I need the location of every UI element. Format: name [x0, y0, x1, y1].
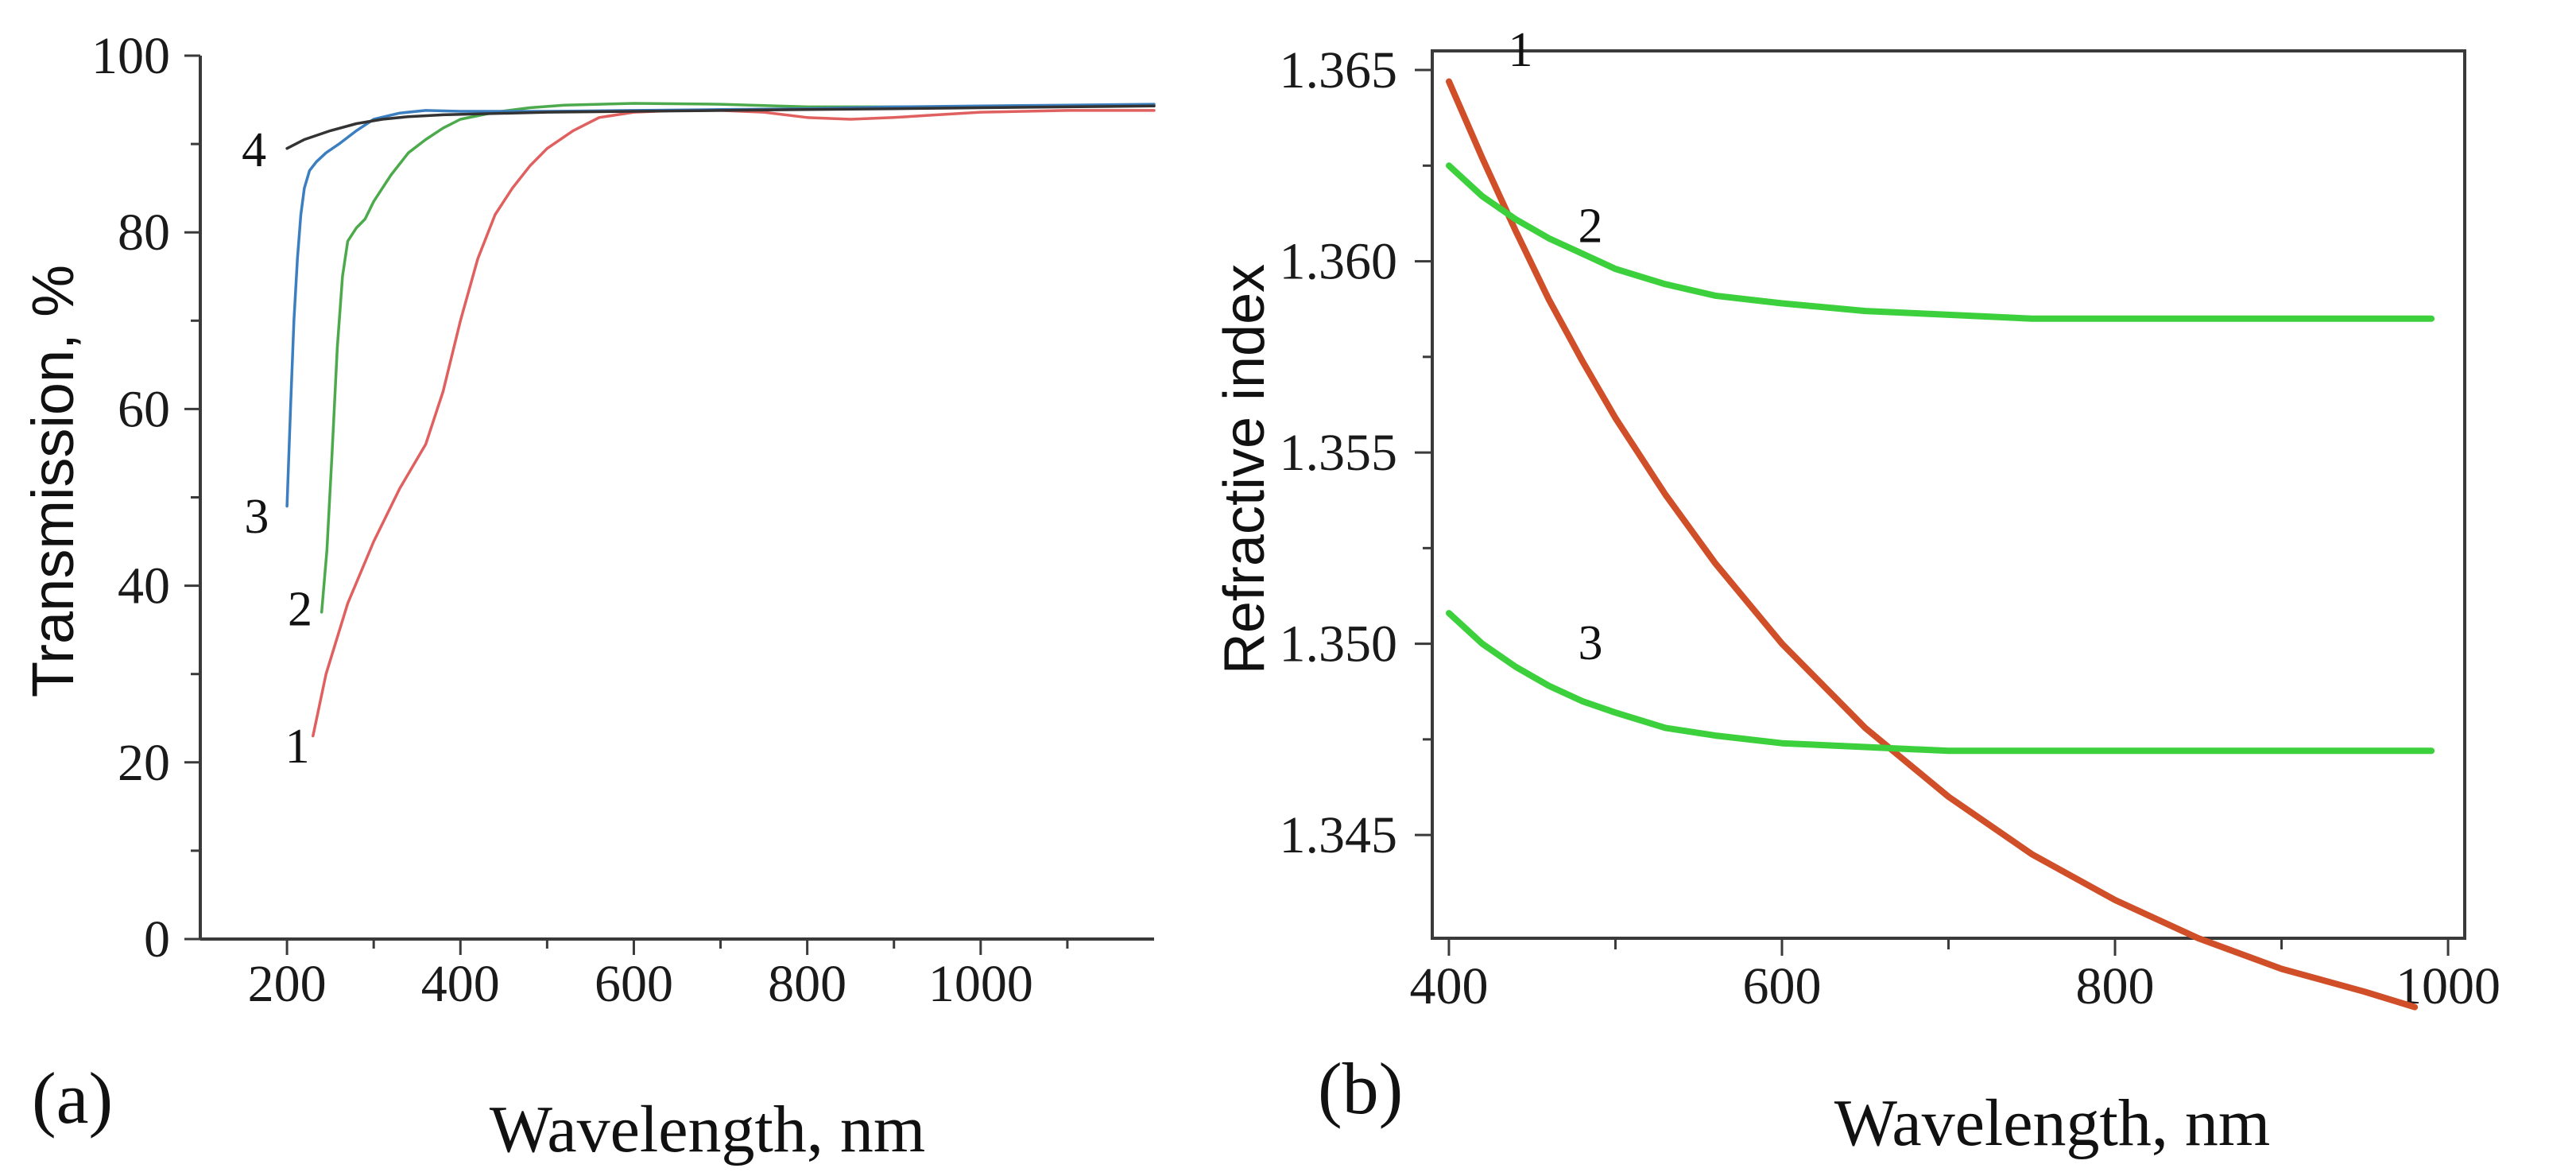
panel-a-x-tick-label: 1000: [928, 955, 1033, 1013]
panel-a-axes: 200 400 600 800 1000 0 20 40 60 80 100: [91, 27, 1154, 1013]
panel-b-curve-labels: 1 2 3: [1509, 23, 1603, 670]
panel-a-x-tick-label: 400: [421, 955, 500, 1013]
panel-a-curve-label-3: 3: [244, 490, 269, 544]
panel-a-y-tick-label: 60: [118, 380, 170, 438]
panel-a-series: [285, 102, 1156, 738]
panel-a-series-4: [285, 104, 1156, 150]
panel-a-series-3: [285, 103, 1156, 508]
panel-b-x-tick-label: 600: [1742, 957, 1821, 1015]
panel-a-y-tick-label: 40: [118, 557, 170, 615]
panel-a-curve-label-2: 2: [288, 583, 312, 637]
panel-a-transmission-chart: 200 400 600 800 1000 0 20 40 60 80 100 1 23 4 Transm…: [20, 27, 1156, 1166]
panel-a-y-tick-label: 80: [118, 204, 170, 262]
panel-a-y-tick-label: 20: [118, 734, 170, 792]
panel-a-curve-label-4: 4: [242, 123, 266, 177]
panel-a-series-1: [312, 109, 1156, 738]
panel-b-label: (b): [1318, 1048, 1403, 1129]
panel-a-series-2: [320, 102, 1156, 614]
panel-b-series: [1446, 78, 2435, 1011]
panel-b-y-axis-label: Refractive index: [1213, 264, 1276, 674]
panel-b-y-tick-label: 1.355: [1280, 424, 1398, 482]
panel-a-x-tick-label: 600: [595, 955, 673, 1013]
panel-b-series-2: [1446, 162, 2435, 322]
panel-b-curve-label-1: 1: [1509, 23, 1533, 77]
panel-b-y-tick-label: 1.350: [1280, 615, 1398, 673]
panel-a-y-tick-label: 100: [91, 27, 170, 85]
panel-b-y-tick-label: 1.360: [1280, 233, 1398, 291]
panel-b-x-tick-label: 400: [1409, 957, 1488, 1015]
panel-a-curve-labels: 1 23 4: [242, 123, 312, 774]
panel-a-x-axis-label: Wavelength, nm: [490, 1093, 925, 1166]
panel-b-y-tick-label: 1.345: [1280, 806, 1398, 864]
panel-b-series-3: [1446, 610, 2435, 755]
panel-b-curve-label-3: 3: [1579, 616, 1603, 670]
panel-b-y-tick-label: 1.365: [1280, 41, 1398, 99]
panel-a-y-axis-label: Transmission, %: [20, 265, 86, 697]
panel-a-x-tick-label: 800: [768, 955, 846, 1013]
panel-b-x-axis-label: Wavelength, nm: [1834, 1086, 2270, 1160]
panel-a-y-tick-label: 0: [144, 910, 170, 968]
panel-a-x-tick-label: 200: [248, 955, 327, 1013]
panel-a-curve-label-1: 1: [285, 720, 310, 774]
panel-b-curve-label-2: 2: [1579, 200, 1603, 254]
panel-a-label: (a): [32, 1058, 113, 1139]
panel-b-frame: [1431, 49, 2466, 940]
panel-b-series-1: [1446, 78, 2419, 1011]
panel-b-x-tick-label: 800: [2076, 957, 2155, 1015]
